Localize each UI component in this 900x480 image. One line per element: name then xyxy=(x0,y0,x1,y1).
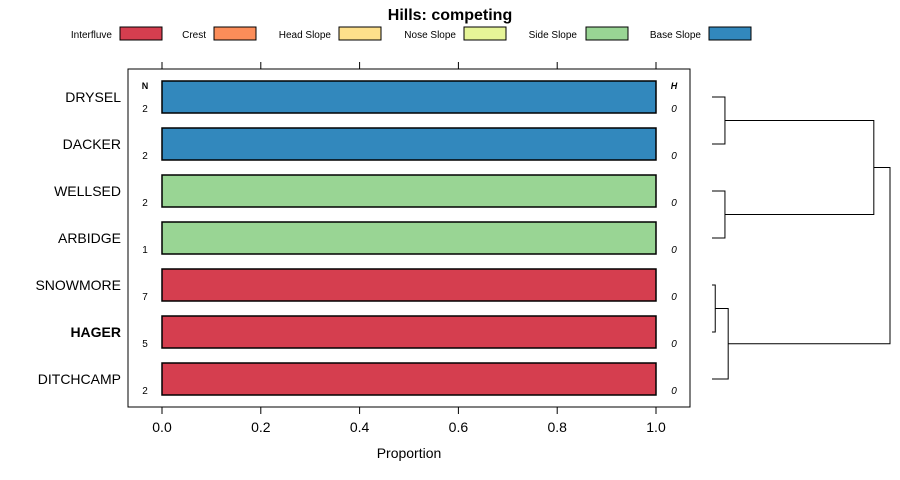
x-tick-label-0-0: 0.0 xyxy=(152,419,172,435)
row-label-ditchcamp: DITCHCAMP xyxy=(38,371,121,387)
x-tick-label-0-2: 0.2 xyxy=(251,419,271,435)
bar-snowmore-interfluve xyxy=(161,268,657,302)
n-value-snowmore: 7 xyxy=(142,292,148,303)
dendrogram-branch-5 xyxy=(724,120,875,215)
x-tick-label-0-8: 0.8 xyxy=(547,419,567,435)
legend: Interfluve Crest Head Slope Nose Slope Side … xyxy=(71,26,752,41)
legend-swatch-base-slope xyxy=(708,26,752,41)
x-axis-title: Proportion xyxy=(377,445,442,461)
dendrogram-branch-2 xyxy=(712,96,726,145)
row-hager: HAGER 5 0 xyxy=(70,315,677,350)
n-value-dacker: 2 xyxy=(142,151,148,162)
row-label-drysel: DRYSEL xyxy=(65,89,121,105)
row-label-wellsed: WELLSED xyxy=(54,183,121,199)
row-label-hager: HAGER xyxy=(70,324,121,340)
bar-hager-interfluve xyxy=(161,315,657,349)
x-tick-label-1-0: 1.0 xyxy=(646,419,666,435)
row-drysel: DRYSEL 2 0 xyxy=(65,80,677,115)
h-value-hager: 0 xyxy=(671,339,677,350)
dendrogram xyxy=(712,96,891,380)
x-axis: 0.0 0.2 0.4 0.6 0.8 1.0 xyxy=(152,407,666,435)
dendrogram-branch-3 xyxy=(712,190,726,239)
row-label-dacker: DACKER xyxy=(63,136,121,152)
dendrogram-branch-1 xyxy=(712,284,716,333)
row-wellsed: WELLSED 2 0 xyxy=(54,174,677,209)
n-value-drysel: 2 xyxy=(142,104,148,115)
row-label-arbidge: ARBIDGE xyxy=(58,230,121,246)
bar-drysel-base-slope xyxy=(161,80,657,114)
row-ditchcamp: DITCHCAMP 2 0 xyxy=(38,362,677,397)
row-arbidge: ARBIDGE 1 0 xyxy=(58,221,677,256)
row-dacker: DACKER 2 0 xyxy=(63,127,677,162)
x-tick-label-0-4: 0.4 xyxy=(350,419,370,435)
n-value-ditchcamp: 2 xyxy=(142,386,148,397)
bar-dacker-base-slope xyxy=(161,127,657,161)
h-value-dacker: 0 xyxy=(671,151,677,162)
n-value-wellsed: 2 xyxy=(142,198,148,209)
x-tick-label-0-6: 0.6 xyxy=(449,419,469,435)
legend-label-base-slope: Base Slope xyxy=(650,30,702,41)
plot-frame xyxy=(127,68,691,408)
h-value-wellsed: 0 xyxy=(671,198,677,209)
bar-arbidge-side-slope xyxy=(161,221,657,255)
row-label-snowmore: SNOWMORE xyxy=(35,277,121,293)
top-axis-ticks xyxy=(161,62,657,69)
dendrogram-branch-6 xyxy=(728,167,891,345)
n-value-hager: 5 xyxy=(142,339,148,350)
dendrogram-branch-4 xyxy=(712,308,729,380)
h-value-snowmore: 0 xyxy=(671,292,677,303)
h-column-header: H xyxy=(671,81,678,91)
legend-label-interfluve: Interfluve xyxy=(71,30,113,41)
legend-swatch-side-slope xyxy=(585,26,629,41)
legend-swatch-interfluve xyxy=(119,26,163,41)
legend-swatch-nose-slope xyxy=(463,26,507,41)
n-value-arbidge: 1 xyxy=(142,245,148,256)
n-column-header: N xyxy=(142,81,149,91)
legend-swatch-head-slope xyxy=(338,26,382,41)
legend-label-nose-slope: Nose Slope xyxy=(404,30,456,41)
bar-wellsed-side-slope xyxy=(161,174,657,208)
h-value-arbidge: 0 xyxy=(671,245,677,256)
legend-swatch-crest xyxy=(213,26,257,41)
h-value-ditchcamp: 0 xyxy=(671,386,677,397)
h-value-drysel: 0 xyxy=(671,104,677,115)
legend-label-head-slope: Head Slope xyxy=(279,30,332,41)
row-snowmore: SNOWMORE 7 0 xyxy=(35,268,677,303)
legend-label-crest: Crest xyxy=(182,30,206,41)
chart-title: Hills: competing xyxy=(388,7,512,24)
legend-label-side-slope: Side Slope xyxy=(529,30,578,41)
bar-ditchcamp-interfluve xyxy=(161,362,657,396)
